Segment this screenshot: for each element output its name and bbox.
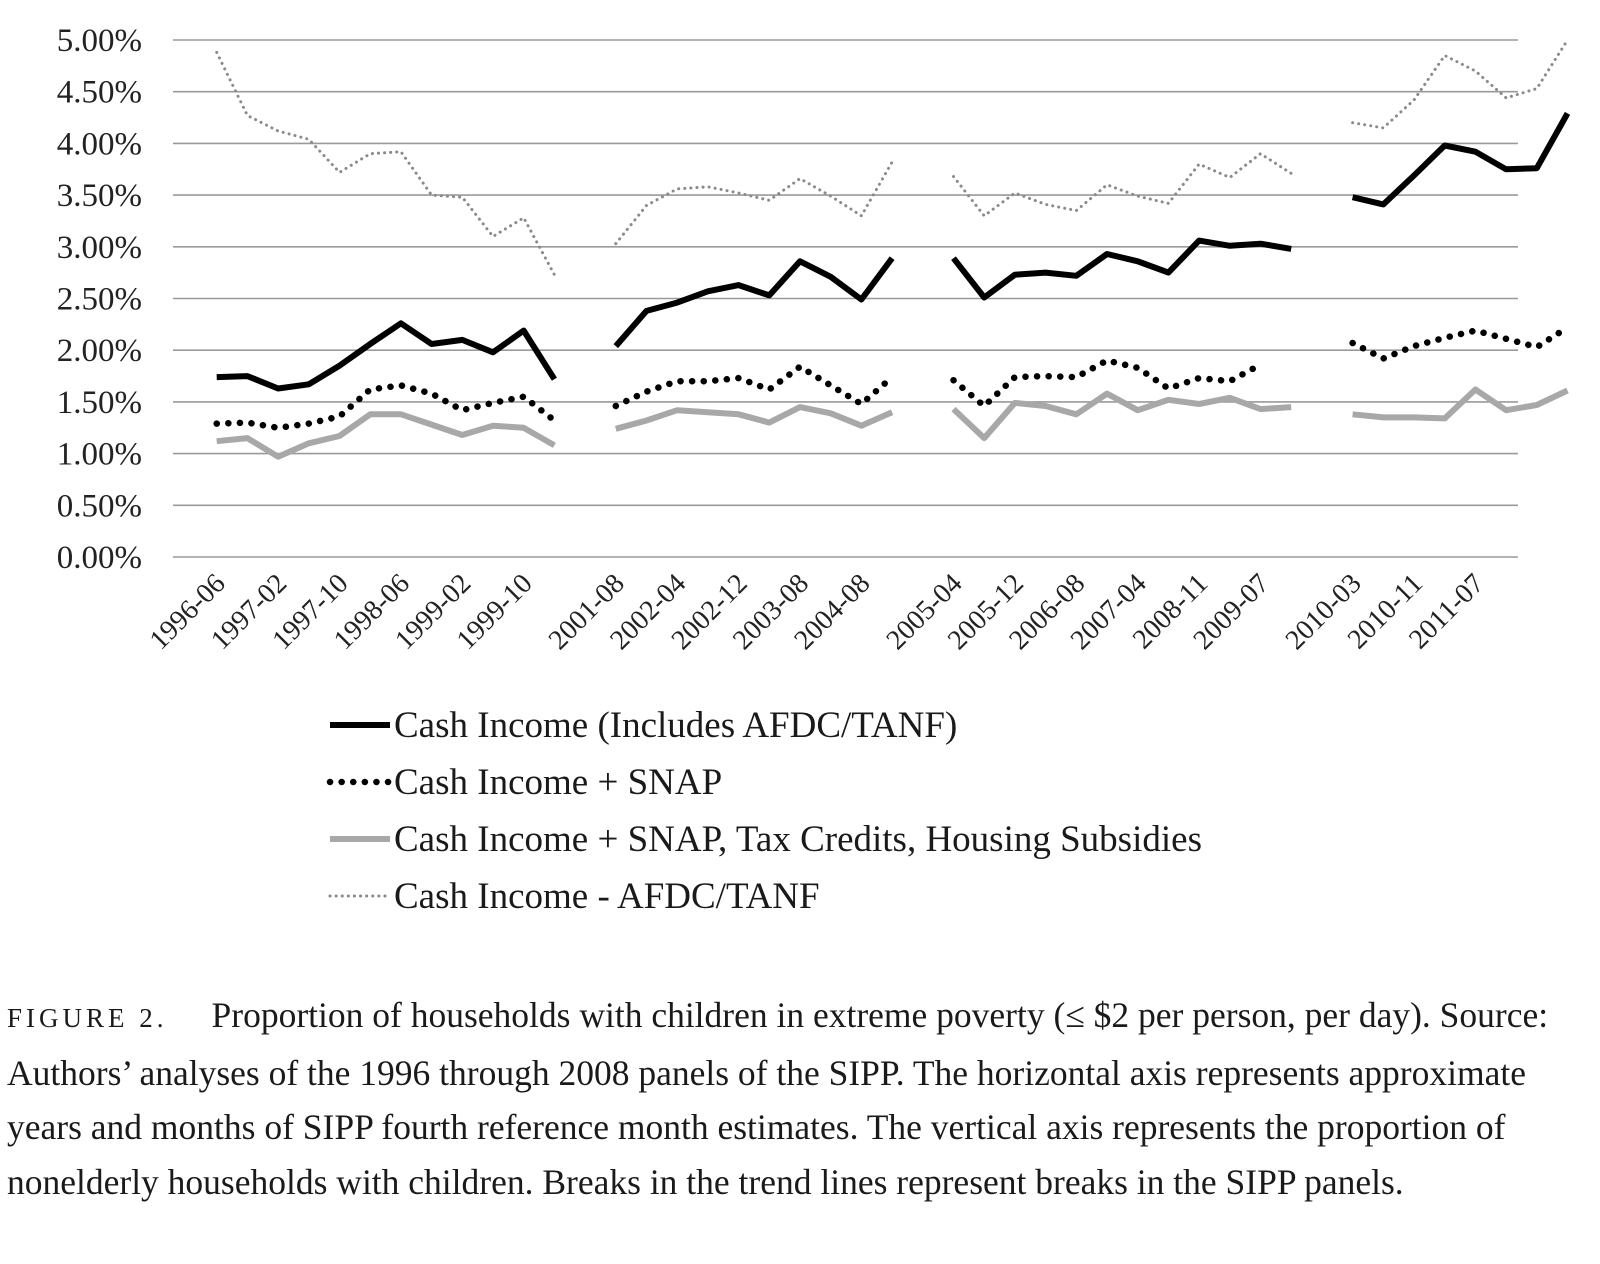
series-line-segment (951, 237, 1292, 301)
series-line-segment (1351, 38, 1569, 130)
y-axis-ticks: 0.00% 0.50% 1.00% 1.50% 2.00% 2.50% 3.00% 3.50%… (57, 23, 142, 576)
y-tick-label: 0.00% (57, 540, 142, 576)
series-line-segment (213, 382, 558, 432)
series-line-segment (951, 390, 1292, 442)
series-thick-solid (216, 111, 1571, 392)
line-chart: 0.00% 0.50% 1.00% 1.50% 2.00% 2.50% 3.00% 3.50%… (57, 23, 1571, 917)
y-tick-label: 1.50% (57, 385, 142, 421)
y-tick-label: 3.50% (57, 178, 142, 214)
y-tick-label: 4.00% (57, 126, 142, 162)
gridlines (173, 39, 1518, 558)
series-line-segment (1349, 324, 1571, 362)
figure-caption: FIGURE 2. Proportion of households with c… (7, 988, 1597, 1209)
legend-label: Cash Income + SNAP, Tax Credits, Housing… (394, 819, 1202, 860)
series-line-segment (215, 50, 556, 277)
y-tick-label: 3.00% (57, 230, 142, 266)
y-tick-label: 5.00% (57, 23, 142, 59)
series-line-segment (950, 357, 1264, 410)
y-tick-label: 0.50% (57, 488, 142, 524)
x-axis-ticks: 1996-061997-021997-101998-061999-021999-… (144, 568, 1491, 656)
series-line-segment (613, 256, 895, 349)
legend-label: Cash Income + SNAP (394, 762, 722, 803)
y-tick-label: 2.50% (57, 282, 142, 318)
y-tick-label: 2.00% (57, 333, 142, 369)
series-line-segment (612, 363, 896, 410)
legend: Cash Income (Includes AFDC/TANF) Cash Inc… (326, 705, 1202, 917)
caption-text: Proportion of households with children i… (7, 995, 1549, 1202)
series-dotted-bold (213, 324, 1571, 432)
series-lines (213, 38, 1571, 460)
series-line-segment (952, 152, 1293, 218)
y-tick-label: 4.50% (57, 75, 142, 111)
legend-label: Cash Income (Includes AFDC/TANF) (394, 705, 957, 746)
series-line-segment (1352, 386, 1569, 422)
series-line-segment (615, 404, 894, 432)
series-dotted-thin (215, 38, 1569, 277)
legend-label: Cash Income - AFDC/TANF (394, 876, 820, 917)
series-line-segment (1351, 111, 1571, 208)
series-line-segment (216, 411, 556, 460)
series-line-segment (216, 320, 557, 392)
figure-label: FIGURE 2. (7, 1003, 168, 1033)
series-line-segment (614, 160, 894, 246)
y-tick-label: 1.00% (57, 437, 142, 473)
series-thick-gray (216, 386, 1569, 460)
